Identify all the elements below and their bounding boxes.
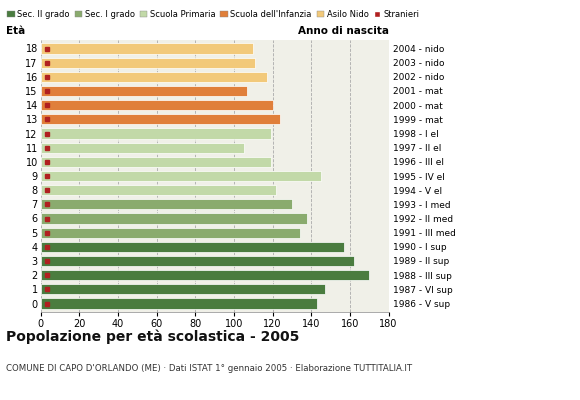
Bar: [41, 114, 280, 124]
Text: Popolazione per età scolastica - 2005: Popolazione per età scolastica - 2005: [6, 330, 299, 344]
Bar: [41, 86, 248, 96]
Bar: [41, 270, 369, 280]
Bar: [41, 128, 271, 138]
Bar: [41, 171, 321, 181]
Legend: Sec. II grado, Sec. I grado, Scuola Primaria, Scuola dell'Infanzia, Asilo Nido, : Sec. II grado, Sec. I grado, Scuola Prim…: [7, 10, 419, 19]
Bar: [41, 58, 255, 68]
Bar: [41, 142, 244, 153]
Text: Anno di nascita: Anno di nascita: [298, 26, 389, 36]
Bar: [41, 100, 273, 110]
Bar: [41, 72, 267, 82]
Bar: [41, 199, 292, 210]
Bar: [41, 157, 271, 167]
Bar: [41, 298, 317, 309]
Bar: [41, 228, 300, 238]
Bar: [41, 242, 344, 252]
Bar: [41, 256, 354, 266]
Bar: [41, 43, 253, 54]
Bar: [41, 185, 277, 195]
Text: COMUNE DI CAPO D'ORLANDO (ME) · Dati ISTAT 1° gennaio 2005 · Elaborazione TUTTIT: COMUNE DI CAPO D'ORLANDO (ME) · Dati IST…: [6, 364, 412, 373]
Text: Età: Età: [6, 26, 25, 36]
Bar: [41, 284, 325, 294]
Bar: [41, 214, 307, 224]
